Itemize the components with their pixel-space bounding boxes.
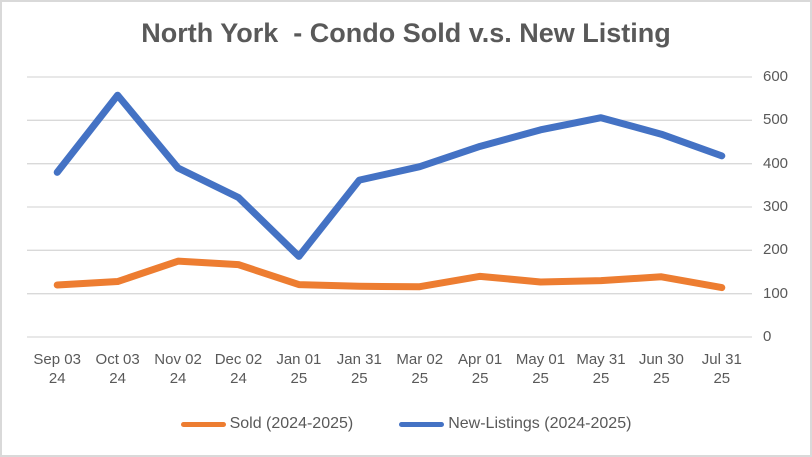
y-axis-tick-label: 600 [763, 68, 789, 85]
series-line-sold [53, 257, 726, 292]
chart-title: North York - Condo Sold v.s. New Listing [141, 18, 671, 48]
x-axis-category-label: Dec 02 24 [214, 351, 263, 387]
y-axis-tick-label: 100 [763, 284, 789, 302]
series-line-new-listings [53, 91, 726, 260]
x-axis-category-label: Jan 01 25 [276, 351, 322, 387]
x-axis-category-label: Mar 02 25 [396, 351, 444, 387]
x-axis-category-label: May 31 25 [576, 351, 626, 387]
x-axis-category-label: May 01 25 [515, 351, 566, 387]
legend-swatch-new-listings [399, 421, 445, 427]
legend-item-sold: Sold (2024-2025) [180, 415, 354, 433]
legend-label: New-Listings (2024-2025) [448, 415, 632, 432]
x-axis-category-label: Jul 31 25 [701, 351, 742, 387]
legend-item-new-listings: New-Listings (2024-2025) [399, 415, 631, 433]
x-axis-category-label: Apr 01 25 [458, 351, 503, 387]
y-axis-tick-label: 300 [763, 198, 789, 215]
legend: Sold (2024-2025) New-Listings (2024-2025) [2, 415, 810, 433]
x-axis-category-label: Nov 02 24 [154, 351, 202, 387]
x-axis-category-label: Oct 03 24 [95, 351, 140, 387]
y-axis-tick-label: 400 [763, 154, 789, 172]
y-axis-tick-label: 500 [763, 111, 789, 129]
y-axis-tick-label: 0 [763, 328, 772, 345]
legend-label: Sold (2024-2025) [229, 415, 354, 432]
x-axis-category-label: Jun 30 25 [638, 351, 684, 387]
y-axis-tick-label: 200 [763, 241, 789, 259]
legend-swatch-sold [180, 421, 226, 427]
x-axis-category-label: Sep 03 24 [33, 351, 81, 387]
x-axis-category-label: Jan 31 25 [336, 351, 382, 387]
